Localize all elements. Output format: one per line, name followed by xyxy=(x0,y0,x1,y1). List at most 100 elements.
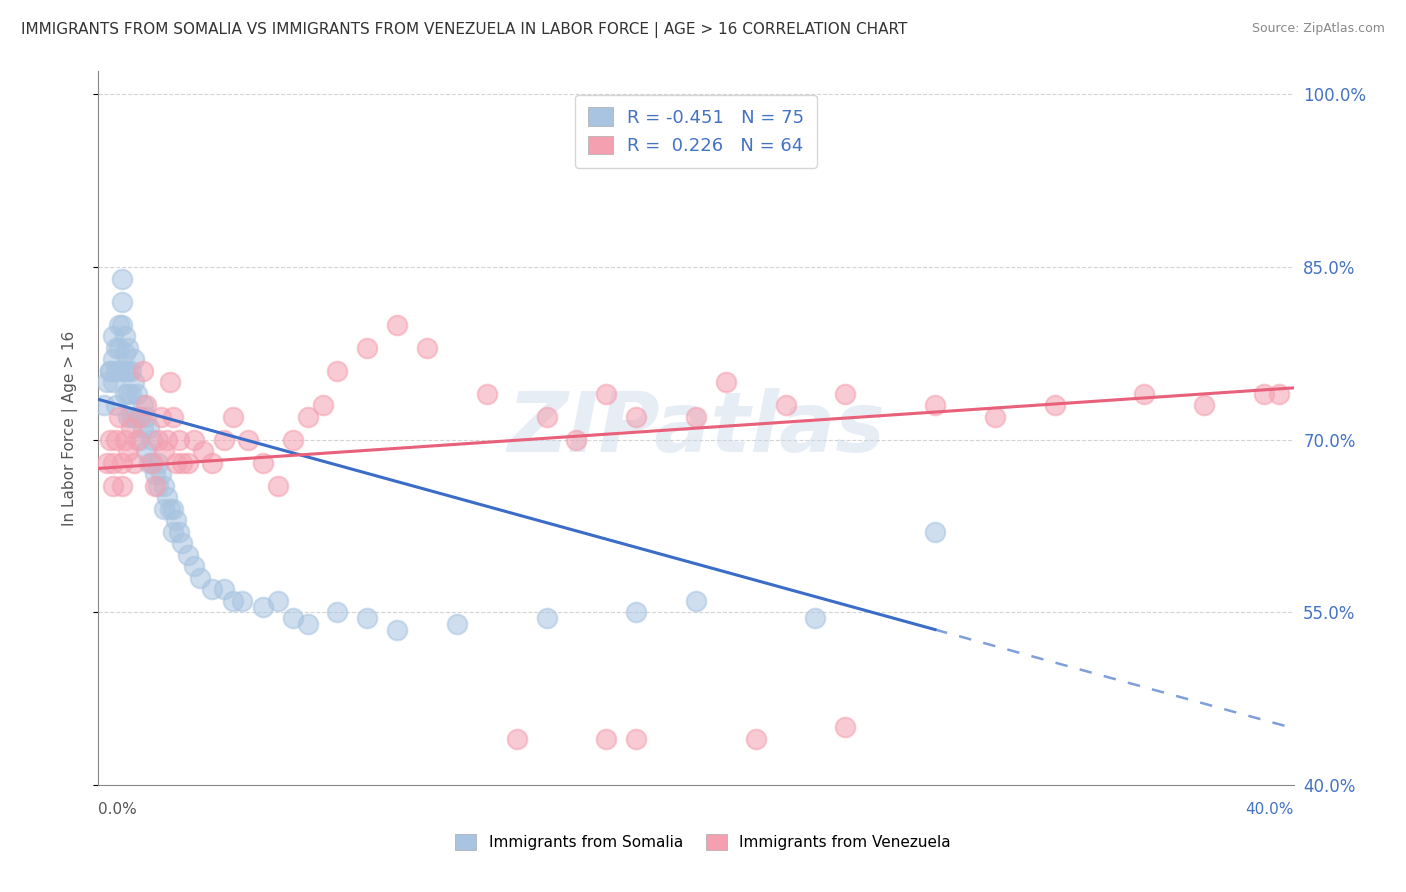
Point xyxy=(252,456,274,470)
Point xyxy=(148,433,170,447)
Point xyxy=(120,421,142,435)
Point xyxy=(281,611,304,625)
Point xyxy=(595,731,617,746)
Point xyxy=(153,444,176,458)
Point xyxy=(111,318,134,332)
Point xyxy=(183,433,205,447)
Point xyxy=(159,375,181,389)
Point xyxy=(114,363,136,377)
Point xyxy=(117,363,139,377)
Point xyxy=(150,409,173,424)
Point xyxy=(111,479,134,493)
Point xyxy=(135,444,157,458)
Point xyxy=(117,341,139,355)
Point xyxy=(188,571,211,585)
Point xyxy=(132,398,155,412)
Point xyxy=(162,409,184,424)
Point xyxy=(108,318,131,332)
Point xyxy=(156,490,179,504)
Point xyxy=(159,501,181,516)
Point xyxy=(114,386,136,401)
Point xyxy=(177,456,200,470)
Point xyxy=(984,409,1007,424)
Point xyxy=(626,731,648,746)
Point xyxy=(117,386,139,401)
Point xyxy=(267,479,290,493)
Point xyxy=(129,433,152,447)
Point xyxy=(326,605,349,619)
Point xyxy=(745,731,768,746)
Point xyxy=(148,479,170,493)
Point xyxy=(177,548,200,562)
Point xyxy=(536,611,558,625)
Point xyxy=(141,433,163,447)
Point xyxy=(162,501,184,516)
Point xyxy=(297,616,319,631)
Point xyxy=(536,409,558,424)
Text: Source: ZipAtlas.com: Source: ZipAtlas.com xyxy=(1251,22,1385,36)
Point xyxy=(924,398,946,412)
Point xyxy=(138,421,160,435)
Point xyxy=(475,386,498,401)
Point xyxy=(804,611,827,625)
Point xyxy=(1043,398,1066,412)
Point xyxy=(626,409,648,424)
Point xyxy=(165,513,187,527)
Point xyxy=(267,594,290,608)
Point xyxy=(105,433,128,447)
Point xyxy=(385,318,409,332)
Point xyxy=(114,346,136,360)
Point xyxy=(165,456,187,470)
Point xyxy=(141,456,163,470)
Text: 0.0%: 0.0% xyxy=(98,802,138,816)
Point xyxy=(108,409,131,424)
Point xyxy=(446,616,468,631)
Point xyxy=(212,433,235,447)
Point xyxy=(506,731,529,746)
Point xyxy=(222,594,245,608)
Point xyxy=(148,456,170,470)
Point xyxy=(191,444,214,458)
Point xyxy=(96,375,118,389)
Point xyxy=(385,623,409,637)
Point xyxy=(167,433,190,447)
Point xyxy=(105,341,128,355)
Text: IMMIGRANTS FROM SOMALIA VS IMMIGRANTS FROM VENEZUELA IN LABOR FORCE | AGE > 16 C: IMMIGRANTS FROM SOMALIA VS IMMIGRANTS FR… xyxy=(21,22,907,38)
Point xyxy=(183,559,205,574)
Point xyxy=(114,433,136,447)
Point xyxy=(150,467,173,482)
Point xyxy=(236,433,259,447)
Point xyxy=(924,524,946,539)
Point xyxy=(129,409,152,424)
Point xyxy=(124,456,146,470)
Point xyxy=(132,421,155,435)
Point xyxy=(103,352,125,367)
Point xyxy=(120,386,142,401)
Point xyxy=(124,375,146,389)
Point xyxy=(93,398,115,412)
Point xyxy=(105,363,128,377)
Point xyxy=(143,479,166,493)
Point xyxy=(108,363,131,377)
Point xyxy=(111,456,134,470)
Point xyxy=(416,341,439,355)
Point xyxy=(1253,386,1275,401)
Point xyxy=(135,409,157,424)
Y-axis label: In Labor Force | Age > 16: In Labor Force | Age > 16 xyxy=(62,331,77,525)
Point xyxy=(138,456,160,470)
Point xyxy=(153,479,176,493)
Point xyxy=(685,409,707,424)
Point xyxy=(1267,386,1289,401)
Point xyxy=(111,271,134,285)
Legend: R = -0.451   N = 75, R =  0.226   N = 64: R = -0.451 N = 75, R = 0.226 N = 64 xyxy=(575,95,817,168)
Point xyxy=(108,341,131,355)
Text: ZIPatlas: ZIPatlas xyxy=(508,388,884,468)
Point xyxy=(127,386,149,401)
Point xyxy=(153,501,176,516)
Point xyxy=(201,582,224,597)
Point xyxy=(103,479,125,493)
Point xyxy=(141,456,163,470)
Point xyxy=(212,582,235,597)
Point xyxy=(135,398,157,412)
Point xyxy=(252,599,274,614)
